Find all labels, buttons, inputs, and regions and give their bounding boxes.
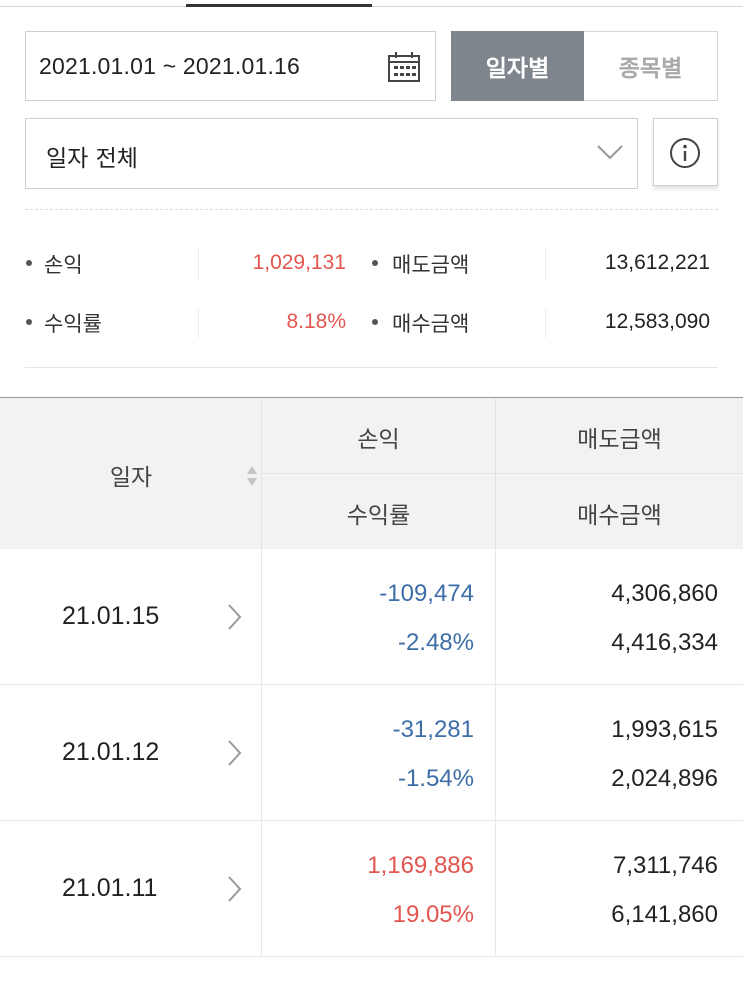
chevron-right-icon xyxy=(228,876,242,902)
header-date[interactable]: 일자 xyxy=(109,465,153,491)
divider xyxy=(495,549,496,685)
bullet-dot xyxy=(372,260,378,266)
header-profit: 손익 xyxy=(357,427,400,453)
row-sell-amount: 4,306,860 xyxy=(611,580,718,607)
row-buy-amount: 4,416,334 xyxy=(611,629,718,656)
divider xyxy=(25,367,718,368)
divider xyxy=(198,308,199,338)
row-profit: -109,474 xyxy=(379,580,474,607)
divider xyxy=(198,249,199,279)
summary-value-buy-amount: 12,583,090 xyxy=(604,310,710,333)
chevron-right-icon xyxy=(228,604,242,630)
divider xyxy=(261,398,262,549)
divider xyxy=(261,549,262,685)
row-return-rate: -2.48% xyxy=(397,629,474,656)
table-row[interactable]: 21.01.11 1,169,886 19.05% 7,311,746 6,14… xyxy=(0,821,743,957)
bullet-dot xyxy=(372,319,378,325)
date-filter-select[interactable]: 일자 전체 xyxy=(25,118,638,189)
bullet-dot xyxy=(26,260,32,266)
row-profit: -31,281 xyxy=(392,716,474,743)
date-range-text: 2021.01.01 ~ 2021.01.16 xyxy=(39,52,301,79)
summary-value-return-rate: 8.18% xyxy=(286,310,346,333)
toggle-by-stock-button[interactable]: 종목별 xyxy=(584,31,718,101)
table-row[interactable]: 21.01.15 -109,474 -2.48% 4,306,860 4,416… xyxy=(0,549,743,685)
row-date: 21.01.15 xyxy=(62,602,160,630)
table-header: 일자 손익 수익률 매도금액 매수금액 xyxy=(0,397,743,549)
info-icon xyxy=(670,138,700,168)
chevron-down-icon xyxy=(597,145,623,160)
divider xyxy=(25,209,718,210)
summary-label-profit: 손익 xyxy=(44,253,83,277)
divider xyxy=(545,249,546,279)
row-sell-amount: 7,311,746 xyxy=(613,852,718,879)
divider xyxy=(545,308,546,338)
header-return-rate: 수익률 xyxy=(346,503,411,529)
divider xyxy=(261,821,262,957)
header-sell-amount: 매도금액 xyxy=(577,427,662,453)
row-return-rate: -1.54% xyxy=(397,765,474,792)
summary-row: 수익률 8.18% 매수금액 12,583,090 xyxy=(0,303,743,343)
row-date: 21.01.11 xyxy=(62,874,158,902)
summary-label-buy-amount: 매수금액 xyxy=(392,312,470,336)
row-sell-amount: 1,993,615 xyxy=(611,716,718,743)
row-profit: 1,169,886 xyxy=(367,852,474,879)
summary-label-sell-amount: 매도금액 xyxy=(392,253,470,277)
chevron-right-icon xyxy=(228,740,242,766)
bullet-dot xyxy=(26,319,32,325)
calendar-icon[interactable] xyxy=(387,51,421,83)
header-buy-amount: 매수금액 xyxy=(577,503,662,529)
divider xyxy=(261,685,262,821)
info-button[interactable] xyxy=(653,118,718,186)
row-date: 21.01.12 xyxy=(62,738,160,766)
summary-value-sell-amount: 13,612,221 xyxy=(604,251,710,274)
divider xyxy=(262,473,743,474)
view-toggle: 일자별 종목별 xyxy=(451,31,718,101)
toggle-by-date-button[interactable]: 일자별 xyxy=(451,31,584,101)
table-row[interactable]: 21.01.12 -31,281 -1.54% 1,993,615 2,024,… xyxy=(0,685,743,821)
summary-row: 손익 1,029,131 매도금액 13,612,221 xyxy=(0,244,743,284)
sort-icon[interactable] xyxy=(245,464,259,488)
summary-value-profit: 1,029,131 xyxy=(252,251,346,274)
active-tab-indicator xyxy=(186,4,372,7)
summary-label-return-rate: 수익률 xyxy=(44,312,102,336)
row-buy-amount: 2,024,896 xyxy=(611,765,718,792)
divider xyxy=(495,821,496,957)
divider xyxy=(495,685,496,821)
date-range-picker[interactable]: 2021.01.01 ~ 2021.01.16 xyxy=(25,31,436,101)
row-buy-amount: 6,141,860 xyxy=(611,901,718,928)
date-filter-value: 일자 전체 xyxy=(46,146,138,172)
row-return-rate: 19.05% xyxy=(392,901,474,928)
